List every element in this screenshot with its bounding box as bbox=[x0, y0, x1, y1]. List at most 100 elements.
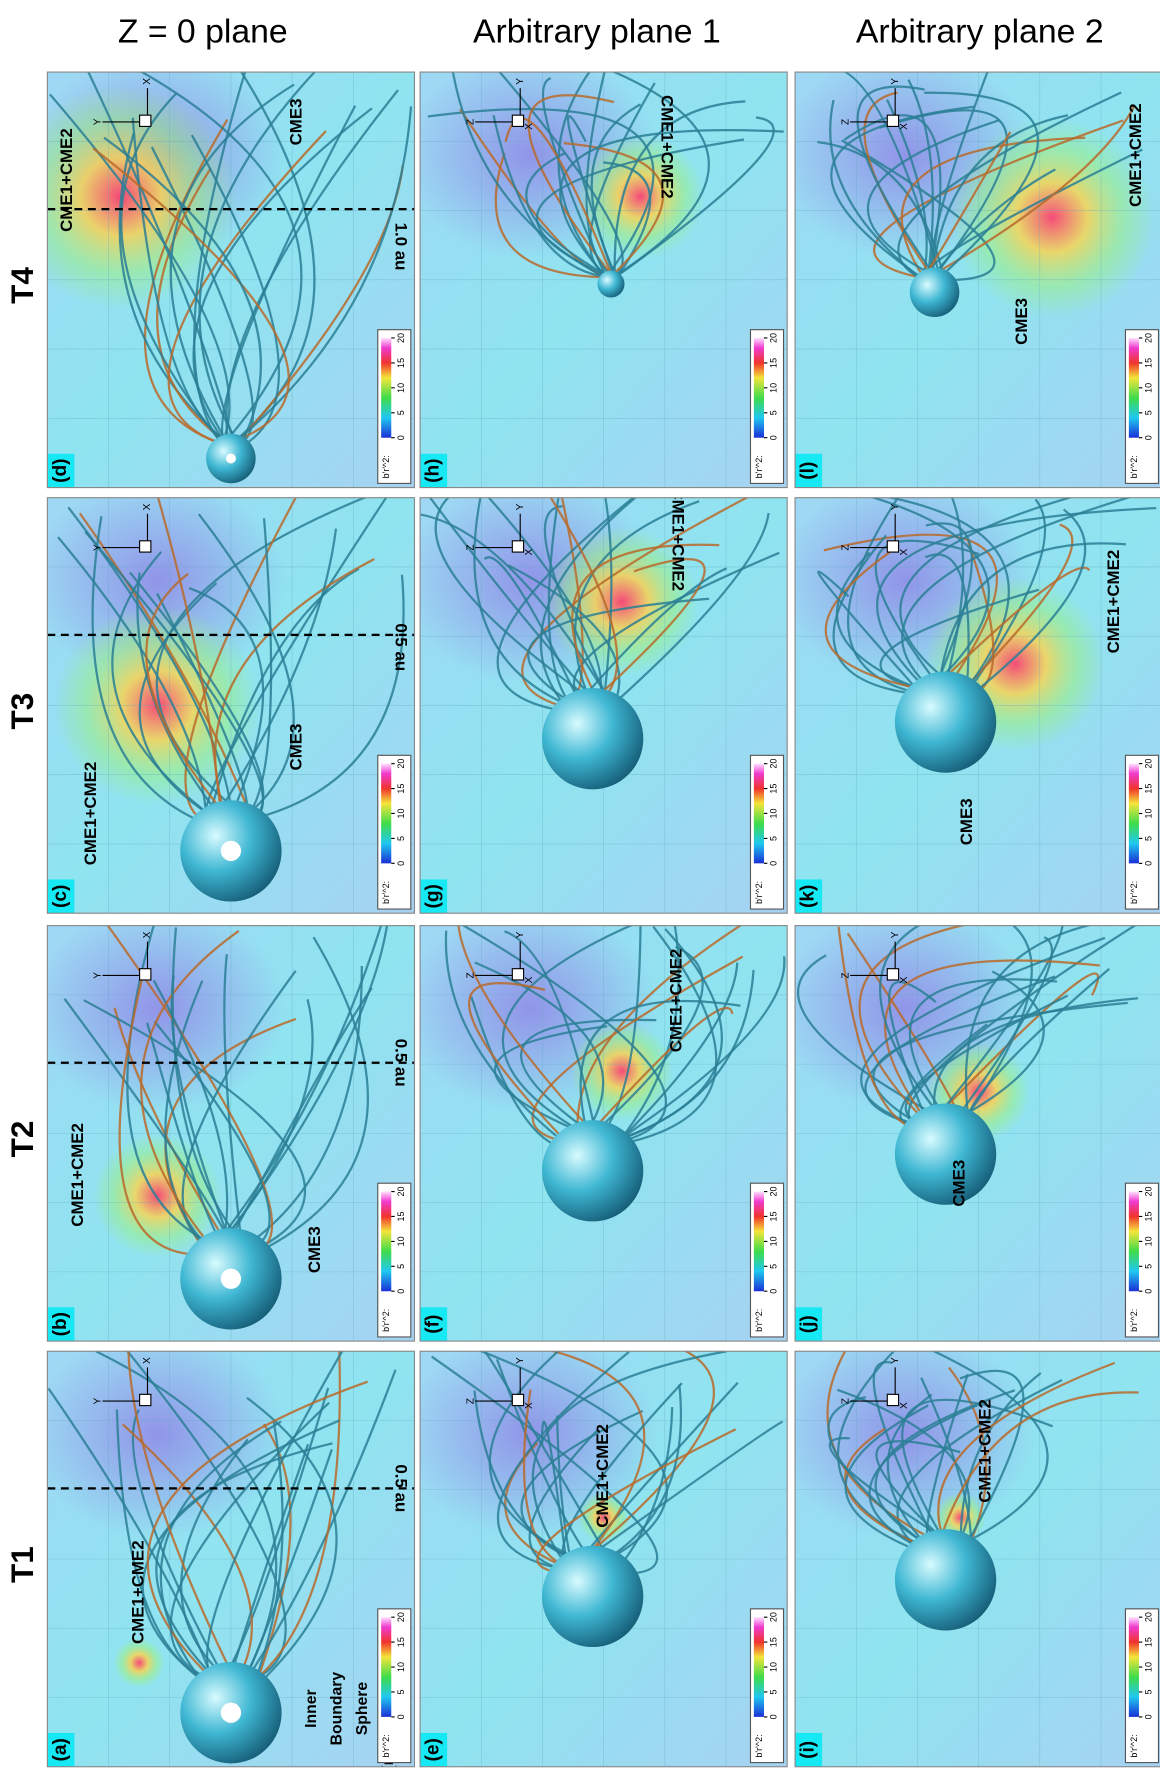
panel: YXCME1+CME20.5 auInnerBoundarySphere(rad… bbox=[29, 1330, 414, 1769]
panel-content: ZYXCME1+CME205101520b'r'^2:(i) bbox=[777, 1330, 1160, 1766]
colorbar-tick-label: 0 bbox=[396, 435, 406, 440]
colorbar-tick-label: 0 bbox=[1143, 1289, 1153, 1294]
annotation: CME3 bbox=[950, 1160, 969, 1207]
sphere-hole bbox=[221, 1269, 241, 1289]
colorbar-tick-label: 15 bbox=[1143, 1211, 1153, 1221]
colorbar-tick-label: 10 bbox=[769, 808, 779, 818]
annotation: 1.0 au bbox=[391, 223, 410, 271]
colorbar-tick-label: 15 bbox=[1143, 358, 1153, 368]
annotation: CME3 bbox=[1012, 298, 1031, 345]
triad-label: X bbox=[142, 503, 153, 510]
colorbar-tick-label: 10 bbox=[1143, 1236, 1153, 1246]
triad-label: X bbox=[524, 123, 535, 130]
triad-box bbox=[887, 115, 898, 126]
triad-label: Y bbox=[890, 931, 901, 938]
triad-label: Y bbox=[515, 78, 526, 85]
annotation: CME1+CME2 bbox=[975, 1399, 994, 1503]
colorbar-tick-label: 5 bbox=[769, 1689, 779, 1694]
colorbar-tick-label: 10 bbox=[769, 1662, 779, 1672]
colorbar bbox=[754, 338, 764, 438]
colorbar-tick-label: 20 bbox=[396, 759, 406, 769]
colorbar-tick-label: 5 bbox=[769, 410, 779, 415]
sphere bbox=[542, 688, 643, 789]
triad-label: Y bbox=[515, 931, 526, 938]
panel: ZYXCME1+CME2CME305101520b'r'^2:(l) bbox=[777, 51, 1160, 487]
triad-box bbox=[512, 115, 523, 126]
sphere bbox=[597, 270, 624, 297]
density-low bbox=[29, 905, 286, 1113]
triad-box bbox=[140, 541, 151, 552]
annotation: CME1+CME2 bbox=[658, 95, 677, 199]
sphere bbox=[895, 1529, 996, 1630]
colorbar-tick-label: 5 bbox=[769, 836, 779, 841]
panel: ZYXCME1+CME205101520b'r'^2:(g) bbox=[402, 476, 787, 913]
colorbar-tick-label: 0 bbox=[769, 1714, 779, 1719]
triad-box bbox=[140, 115, 151, 126]
colorbar-tick-label: 15 bbox=[396, 1637, 406, 1647]
panel: YXCME1+CME2CME30.5 au05101520b'r'^2:(b) bbox=[29, 905, 414, 1341]
colorbar-tick-label: 10 bbox=[1143, 1662, 1153, 1672]
annotation: CME1+CME2 bbox=[1104, 550, 1123, 654]
annotation: 0.5 au bbox=[391, 623, 410, 671]
triad-label: Y bbox=[93, 972, 104, 979]
colorbar-tick-label: 15 bbox=[1143, 1637, 1153, 1647]
panel: ZYXCME1+CME205101520b'r'^2:(h) bbox=[402, 50, 787, 488]
colorbar-label: b'r'^2: bbox=[1129, 1309, 1139, 1332]
column-header: Arbitrary plane 1 bbox=[473, 13, 721, 51]
colorbar-label: b'r'^2: bbox=[1129, 455, 1139, 478]
panel-content: YXCME1+CME20.5 auInnerBoundarySphere(rad… bbox=[29, 1330, 414, 1769]
panel-content: ZYXCME1+CME2CME305101520b'r'^2:(k) bbox=[777, 476, 1160, 913]
triad-label: X bbox=[524, 548, 535, 555]
triad-label: X bbox=[899, 976, 910, 983]
colorbar-tick-label: 0 bbox=[396, 1289, 406, 1294]
panel-label: (g) bbox=[423, 884, 444, 908]
colorbar-label: b'r'^2: bbox=[381, 1309, 391, 1332]
panel-label: (k) bbox=[798, 885, 819, 908]
annotation: CME3 bbox=[286, 724, 305, 771]
colorbar-tick-label: 10 bbox=[396, 808, 406, 818]
column-header: Z = 0 plane bbox=[118, 13, 288, 51]
colorbar-tick-label: 10 bbox=[396, 383, 406, 393]
note: Inner bbox=[303, 1689, 320, 1728]
note: Sphere bbox=[354, 1682, 371, 1736]
triad-label: Y bbox=[890, 503, 901, 510]
triad-label: Y bbox=[93, 1397, 104, 1404]
annotation: CME1+CME2 bbox=[81, 762, 100, 866]
annotation: CME3 bbox=[957, 798, 976, 845]
panel-label: (b) bbox=[50, 1312, 71, 1336]
colorbar-tick-label: 15 bbox=[769, 784, 779, 794]
triad-label: X bbox=[899, 1402, 910, 1409]
colorbar-label: b'r'^2: bbox=[381, 1734, 391, 1757]
triad-label: X bbox=[142, 931, 153, 938]
colorbar bbox=[754, 1192, 764, 1292]
colorbar-label: b'r'^2: bbox=[1129, 1734, 1139, 1757]
colorbar-tick-label: 10 bbox=[769, 383, 779, 393]
colorbar-tick-label: 20 bbox=[1143, 333, 1153, 343]
triad-label: Z bbox=[465, 119, 476, 125]
triad-label: Y bbox=[890, 1357, 901, 1364]
colorbar-tick-label: 15 bbox=[769, 358, 779, 368]
colorbar-tick-label: 5 bbox=[396, 1264, 406, 1269]
annotation: CME1+CME2 bbox=[57, 128, 76, 232]
annotation: CME3 bbox=[286, 98, 305, 145]
panel: ZYXCME1+CME205101520b'r'^2:(f) bbox=[402, 904, 787, 1341]
colorbar bbox=[1129, 1192, 1139, 1292]
colorbar-tick-label: 0 bbox=[769, 861, 779, 866]
triad-label: X bbox=[524, 1402, 535, 1409]
panel-label: (f) bbox=[423, 1315, 444, 1334]
colorbar bbox=[1129, 1617, 1139, 1717]
panel-content: ZYXCME1+CME2CME305101520b'r'^2:(l) bbox=[777, 51, 1160, 487]
panel-label: (a) bbox=[50, 1738, 71, 1761]
colorbar-tick-label: 0 bbox=[396, 1714, 406, 1719]
colorbar-tick-label: 15 bbox=[1143, 784, 1153, 794]
density-low bbox=[777, 1330, 1034, 1538]
sphere bbox=[910, 268, 960, 318]
sphere bbox=[542, 1546, 643, 1647]
density-high bbox=[113, 1638, 164, 1688]
triad-label: Z bbox=[840, 972, 851, 978]
colorbar-tick-label: 20 bbox=[769, 1187, 779, 1197]
colorbar-tick-label: 20 bbox=[1143, 1612, 1153, 1622]
